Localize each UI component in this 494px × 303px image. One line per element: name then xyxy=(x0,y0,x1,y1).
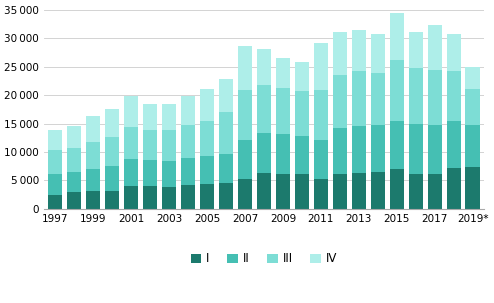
Bar xyxy=(465,125,480,167)
Bar xyxy=(86,191,100,209)
Bar xyxy=(238,46,252,90)
Bar xyxy=(219,154,233,183)
Bar xyxy=(314,43,328,90)
Bar xyxy=(124,96,138,127)
Bar xyxy=(332,75,347,128)
Bar xyxy=(105,137,120,166)
Bar xyxy=(162,104,176,130)
Bar xyxy=(447,34,461,71)
Bar xyxy=(86,116,100,142)
Bar xyxy=(124,159,138,186)
Bar xyxy=(238,139,252,179)
Bar xyxy=(314,90,328,139)
Bar xyxy=(86,168,100,191)
Bar xyxy=(257,173,271,209)
Bar xyxy=(200,156,214,185)
Bar xyxy=(48,195,62,209)
Bar xyxy=(352,126,366,173)
Bar xyxy=(332,128,347,174)
Bar xyxy=(105,166,120,191)
Bar xyxy=(314,179,328,209)
Bar xyxy=(257,49,271,85)
Bar xyxy=(181,185,195,209)
Bar xyxy=(332,174,347,209)
Bar xyxy=(295,91,309,136)
Bar xyxy=(276,174,290,209)
Bar xyxy=(124,186,138,209)
Bar xyxy=(124,127,138,159)
Bar xyxy=(257,133,271,173)
Bar xyxy=(67,192,82,209)
Bar xyxy=(200,89,214,121)
Bar xyxy=(295,174,309,209)
Legend: I, II, III, IV: I, II, III, IV xyxy=(186,248,342,270)
Bar xyxy=(162,187,176,209)
Bar xyxy=(352,30,366,71)
Bar xyxy=(427,70,442,125)
Bar xyxy=(427,25,442,70)
Bar xyxy=(143,130,157,160)
Bar xyxy=(48,130,62,150)
Bar xyxy=(219,79,233,112)
Bar xyxy=(314,139,328,179)
Bar xyxy=(447,71,461,121)
Bar xyxy=(409,68,423,124)
Bar xyxy=(67,126,82,148)
Bar xyxy=(409,124,423,174)
Bar xyxy=(276,88,290,134)
Bar xyxy=(370,73,385,125)
Bar xyxy=(238,179,252,209)
Bar xyxy=(295,136,309,174)
Bar xyxy=(390,121,404,169)
Bar xyxy=(390,13,404,60)
Bar xyxy=(105,191,120,209)
Bar xyxy=(276,58,290,88)
Bar xyxy=(465,167,480,209)
Bar xyxy=(370,172,385,209)
Bar xyxy=(427,125,442,174)
Bar xyxy=(390,169,404,209)
Bar xyxy=(465,67,480,89)
Bar xyxy=(181,96,195,125)
Bar xyxy=(370,125,385,172)
Bar xyxy=(200,121,214,156)
Bar xyxy=(86,142,100,168)
Bar xyxy=(48,174,62,195)
Bar xyxy=(352,173,366,209)
Bar xyxy=(370,34,385,73)
Bar xyxy=(238,90,252,139)
Bar xyxy=(181,125,195,158)
Bar xyxy=(200,185,214,209)
Bar xyxy=(390,60,404,121)
Bar xyxy=(143,160,157,186)
Bar xyxy=(48,150,62,174)
Bar xyxy=(67,172,82,192)
Bar xyxy=(257,85,271,133)
Bar xyxy=(332,32,347,75)
Bar xyxy=(67,148,82,172)
Bar xyxy=(181,158,195,185)
Bar xyxy=(143,186,157,209)
Bar xyxy=(447,121,461,168)
Bar xyxy=(447,168,461,209)
Bar xyxy=(219,112,233,154)
Bar xyxy=(427,174,442,209)
Bar xyxy=(276,134,290,174)
Bar xyxy=(352,71,366,126)
Bar xyxy=(465,89,480,125)
Bar xyxy=(162,161,176,187)
Bar xyxy=(162,130,176,161)
Bar xyxy=(409,32,423,68)
Bar xyxy=(409,174,423,209)
Bar xyxy=(143,104,157,130)
Bar xyxy=(105,109,120,137)
Bar xyxy=(219,183,233,209)
Bar xyxy=(295,62,309,91)
